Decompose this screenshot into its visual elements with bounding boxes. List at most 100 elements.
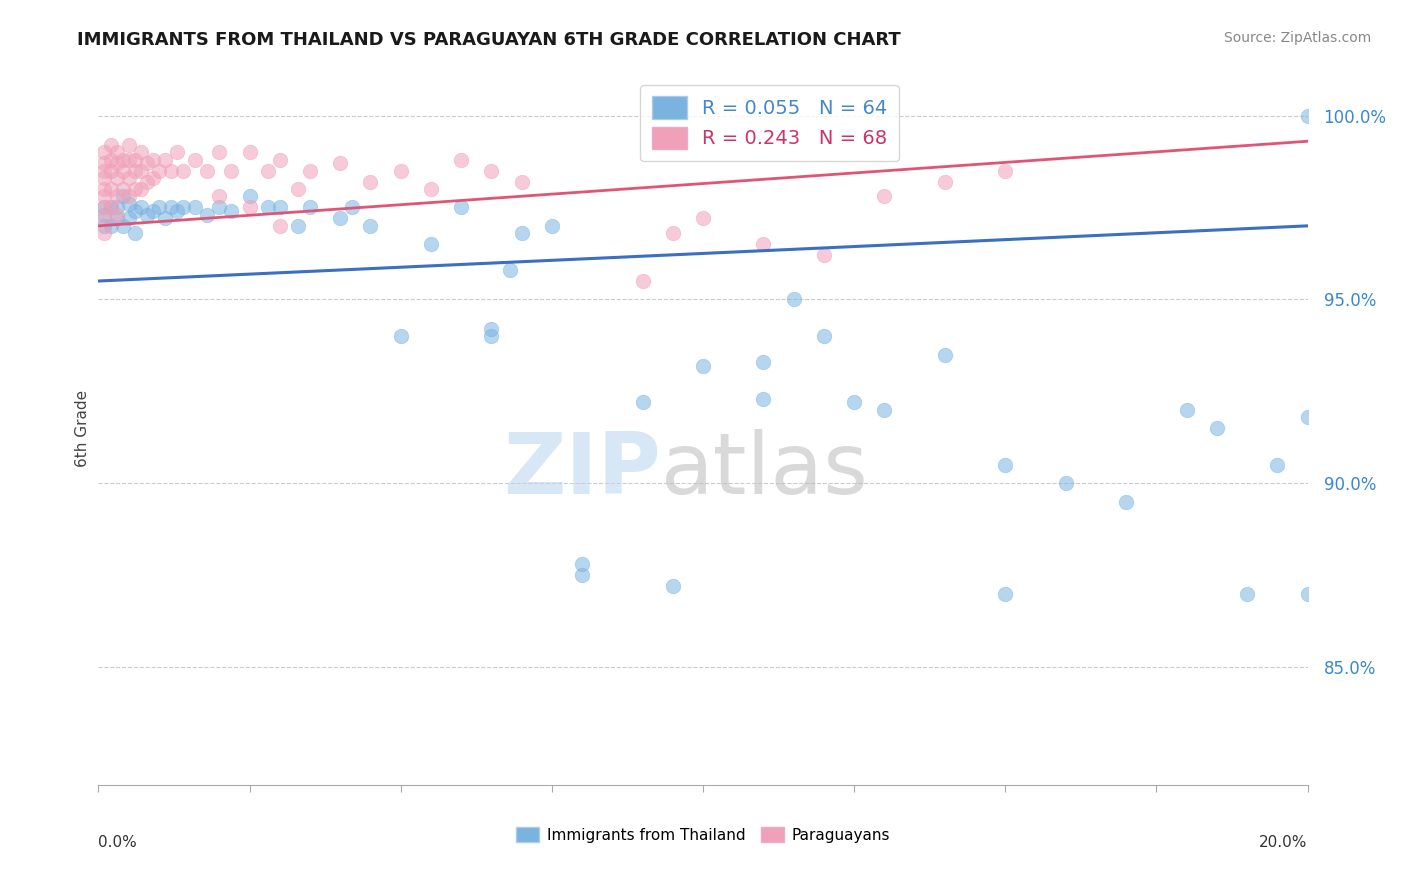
Point bbox=[118, 211, 141, 226]
Point bbox=[93, 219, 115, 233]
Point bbox=[934, 175, 956, 189]
Point bbox=[1206, 421, 1229, 435]
Point bbox=[873, 402, 896, 417]
Point bbox=[172, 201, 194, 215]
Point bbox=[752, 355, 775, 369]
Point bbox=[129, 201, 152, 215]
Point bbox=[481, 329, 503, 343]
Point bbox=[1267, 458, 1289, 472]
Point bbox=[124, 153, 146, 167]
Point bbox=[93, 182, 115, 196]
Point bbox=[111, 219, 134, 233]
Point bbox=[124, 204, 146, 219]
Point bbox=[994, 587, 1017, 601]
Point bbox=[105, 201, 128, 215]
Point bbox=[329, 156, 352, 170]
Point bbox=[160, 201, 183, 215]
Point bbox=[118, 153, 141, 167]
Y-axis label: 6th Grade: 6th Grade bbox=[75, 390, 90, 467]
Point bbox=[450, 201, 472, 215]
Point bbox=[105, 189, 128, 203]
Point bbox=[105, 145, 128, 160]
Point bbox=[934, 348, 956, 362]
Point bbox=[1115, 494, 1137, 508]
Point bbox=[118, 196, 141, 211]
Point bbox=[100, 163, 122, 178]
Point bbox=[100, 201, 122, 215]
Point bbox=[118, 137, 141, 152]
Point bbox=[571, 568, 593, 582]
Point bbox=[93, 208, 115, 222]
Point bbox=[208, 201, 231, 215]
Point bbox=[1296, 410, 1319, 425]
Point bbox=[342, 201, 364, 215]
Point bbox=[93, 156, 115, 170]
Point bbox=[105, 171, 128, 186]
Point bbox=[631, 395, 654, 409]
Point bbox=[100, 201, 122, 215]
Point bbox=[360, 219, 382, 233]
Point bbox=[299, 163, 322, 178]
Point bbox=[100, 153, 122, 167]
Point bbox=[873, 189, 896, 203]
Point bbox=[1054, 476, 1077, 491]
Point bbox=[481, 163, 503, 178]
Point bbox=[510, 175, 533, 189]
Point bbox=[100, 219, 122, 233]
Point bbox=[299, 201, 322, 215]
Point bbox=[93, 171, 115, 186]
Point bbox=[540, 219, 562, 233]
Point bbox=[208, 189, 231, 203]
Point bbox=[160, 163, 183, 178]
Point bbox=[994, 458, 1017, 472]
Point bbox=[118, 189, 141, 203]
Point bbox=[239, 189, 262, 203]
Point bbox=[111, 153, 134, 167]
Point bbox=[100, 137, 122, 152]
Point bbox=[360, 175, 382, 189]
Point bbox=[111, 182, 134, 196]
Point bbox=[389, 329, 412, 343]
Point bbox=[129, 145, 152, 160]
Point bbox=[510, 226, 533, 240]
Point bbox=[142, 153, 165, 167]
Point bbox=[142, 204, 165, 219]
Point bbox=[129, 182, 152, 196]
Point bbox=[752, 392, 775, 406]
Point bbox=[269, 219, 291, 233]
Point bbox=[166, 145, 188, 160]
Point bbox=[783, 293, 806, 307]
Point bbox=[135, 208, 157, 222]
Point bbox=[329, 211, 352, 226]
Point bbox=[844, 395, 866, 409]
Point bbox=[100, 182, 122, 196]
Point bbox=[752, 237, 775, 252]
Point bbox=[1236, 587, 1258, 601]
Point bbox=[420, 182, 443, 196]
Point bbox=[93, 226, 115, 240]
Point bbox=[287, 182, 309, 196]
Point bbox=[661, 226, 683, 240]
Text: IMMIGRANTS FROM THAILAND VS PARAGUAYAN 6TH GRADE CORRELATION CHART: IMMIGRANTS FROM THAILAND VS PARAGUAYAN 6… bbox=[77, 31, 901, 49]
Point bbox=[287, 219, 309, 233]
Point bbox=[208, 145, 231, 160]
Point bbox=[571, 558, 593, 572]
Point bbox=[450, 153, 472, 167]
Point bbox=[221, 163, 243, 178]
Point bbox=[1175, 402, 1198, 417]
Point bbox=[135, 175, 157, 189]
Point bbox=[661, 579, 683, 593]
Text: atlas: atlas bbox=[661, 429, 869, 513]
Point bbox=[111, 189, 134, 203]
Point bbox=[184, 153, 207, 167]
Point bbox=[153, 211, 176, 226]
Point bbox=[389, 163, 412, 178]
Point bbox=[124, 182, 146, 196]
Point bbox=[1296, 587, 1319, 601]
Point bbox=[256, 163, 278, 178]
Point bbox=[239, 201, 262, 215]
Point bbox=[105, 156, 128, 170]
Point bbox=[148, 201, 170, 215]
Point bbox=[692, 359, 714, 373]
Point bbox=[135, 156, 157, 170]
